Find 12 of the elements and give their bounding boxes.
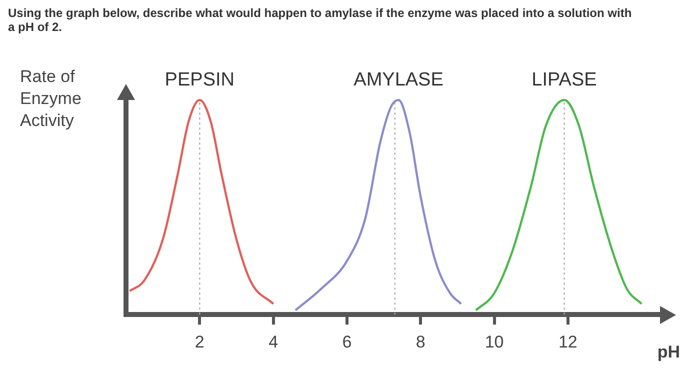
x-axis-title: pH (657, 342, 680, 362)
x-tick-label: 2 (194, 332, 204, 352)
series-label: AMYLASE (354, 70, 444, 91)
series-label: PEPSIN (164, 70, 235, 91)
x-tick-label: 6 (342, 332, 352, 352)
x-tick-label: 12 (558, 332, 578, 352)
x-tick-label: 10 (484, 332, 504, 352)
x-tick-label: 8 (416, 332, 426, 352)
y-axis-title: Rate of Enzyme Activity (20, 66, 82, 132)
series-label: LIPASE (532, 70, 597, 91)
x-tick-label: 4 (268, 332, 278, 352)
chart-title: Using the graph below, describe what would happen to amylase if the enzyme was placed into a solution with a pH of 2. (8, 6, 633, 34)
